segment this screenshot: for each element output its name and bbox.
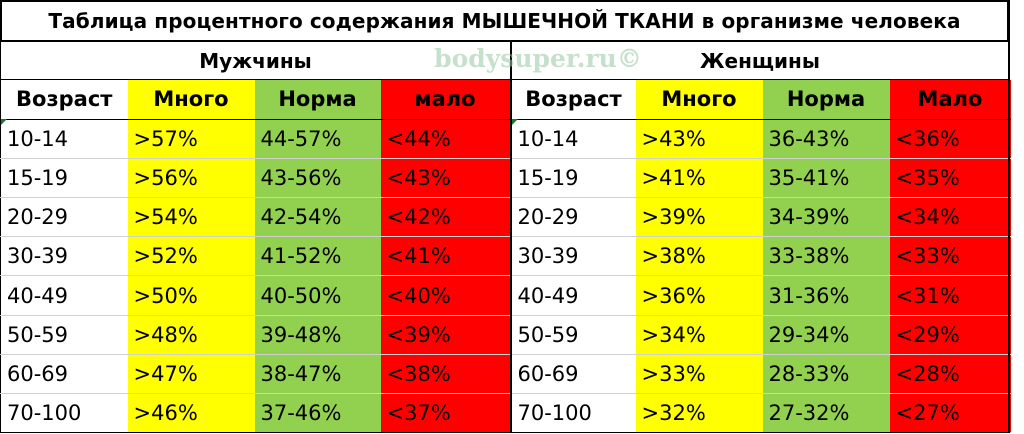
header-row: Возраст Много Норма мало Возраст Много Н… bbox=[0, 80, 1011, 120]
women-norm-cell: 27-32% bbox=[762, 393, 890, 434]
women-age-cell: 40-49 bbox=[509, 275, 636, 316]
men-low-cell: <40% bbox=[380, 275, 511, 316]
men-norm-cell: 43-56% bbox=[254, 158, 381, 199]
men-age-cell: 50-59 bbox=[0, 315, 128, 355]
men-age-cell: 70-100 bbox=[0, 393, 128, 434]
men-norm-cell: 42-54% bbox=[254, 197, 381, 238]
women-low-cell: <34% bbox=[889, 197, 1011, 238]
men-high-cell: >57% bbox=[127, 119, 255, 159]
men-norm-cell: 44-57% bbox=[254, 119, 381, 159]
women-low-cell: <28% bbox=[889, 354, 1011, 395]
women-high-cell: >36% bbox=[635, 275, 763, 316]
women-low-cell: <27% bbox=[889, 393, 1011, 434]
men-norm-cell: 38-47% bbox=[254, 354, 381, 395]
women-low-cell: <31% bbox=[889, 275, 1011, 316]
men-norm-cell: 39-48% bbox=[254, 315, 381, 355]
men-high-cell: >52% bbox=[127, 236, 255, 277]
men-low-cell: <43% bbox=[380, 158, 511, 199]
table-row: 50-59 >48% 39-48% <39% 50-59 >34% 29-34%… bbox=[0, 315, 1011, 355]
men-age-cell: 40-49 bbox=[0, 275, 128, 316]
women-group-header: Женщины bbox=[510, 42, 1008, 80]
men-high-header: Много bbox=[127, 80, 255, 120]
women-norm-cell: 36-43% bbox=[762, 119, 890, 159]
women-age-cell: 70-100 bbox=[509, 393, 636, 434]
table-row: 70-100 >46% 37-46% <37% 70-100 >32% 27-3… bbox=[0, 393, 1011, 434]
men-high-cell: >54% bbox=[127, 197, 255, 238]
men-norm-cell: 40-50% bbox=[254, 275, 381, 316]
women-age-cell: 10-14 bbox=[509, 119, 636, 159]
men-age-header: Возраст bbox=[0, 80, 128, 120]
men-group-label: Мужчины bbox=[199, 48, 312, 73]
men-low-cell: <37% bbox=[380, 393, 511, 434]
men-low-cell: <38% bbox=[380, 354, 511, 395]
men-low-cell: <44% bbox=[380, 119, 511, 159]
women-low-header: Мало bbox=[889, 80, 1011, 120]
women-low-cell: <29% bbox=[889, 315, 1011, 355]
women-age-cell: 30-39 bbox=[509, 236, 636, 277]
table-title: Таблица процентного содержания МЫШЕЧНОЙ … bbox=[0, 0, 1010, 42]
men-high-cell: >47% bbox=[127, 354, 255, 395]
women-group-label: Женщины bbox=[700, 48, 820, 73]
table-right-border bbox=[1008, 42, 1010, 432]
table-row: 30-39 >52% 41-52% <41% 30-39 >38% 33-38%… bbox=[0, 236, 1011, 277]
women-norm-header: Норма bbox=[762, 80, 890, 120]
women-low-cell: <35% bbox=[889, 158, 1011, 199]
women-low-cell: <33% bbox=[889, 236, 1011, 277]
table-bottom-border bbox=[0, 432, 1010, 433]
men-age-cell: 20-29 bbox=[0, 197, 128, 238]
table-row: 20-29 >54% 42-54% <42% 20-29 >39% 34-39%… bbox=[0, 197, 1011, 238]
women-norm-cell: 31-36% bbox=[762, 275, 890, 316]
women-high-cell: >41% bbox=[635, 158, 763, 199]
men-high-cell: >50% bbox=[127, 275, 255, 316]
table-row: 40-49 >50% 40-50% <40% 40-49 >36% 31-36%… bbox=[0, 275, 1011, 316]
women-age-cell: 15-19 bbox=[509, 158, 636, 199]
men-age-cell: 30-39 bbox=[0, 236, 128, 277]
women-high-cell: >34% bbox=[635, 315, 763, 355]
women-norm-cell: 28-33% bbox=[762, 354, 890, 395]
men-norm-header: Норма bbox=[254, 80, 381, 120]
women-high-cell: >39% bbox=[635, 197, 763, 238]
women-age-cell: 20-29 bbox=[509, 197, 636, 238]
table-row: 10-14 >57% 44-57% <44% 10-14 >43% 36-43%… bbox=[0, 119, 1011, 159]
women-high-cell: >32% bbox=[635, 393, 763, 434]
women-low-cell: <36% bbox=[889, 119, 1011, 159]
men-low-cell: <42% bbox=[380, 197, 511, 238]
women-high-cell: >33% bbox=[635, 354, 763, 395]
women-norm-cell: 34-39% bbox=[762, 197, 890, 238]
men-norm-cell: 41-52% bbox=[254, 236, 381, 277]
men-high-cell: >48% bbox=[127, 315, 255, 355]
men-age-cell: 60-69 bbox=[0, 354, 128, 395]
cell-marker-men bbox=[1, 119, 7, 125]
women-norm-cell: 33-38% bbox=[762, 236, 890, 277]
cell-marker-women bbox=[512, 119, 518, 125]
women-high-cell: >43% bbox=[635, 119, 763, 159]
men-low-header: мало bbox=[380, 80, 511, 120]
men-age-cell: 10-14 bbox=[0, 119, 128, 159]
women-age-header: Возраст bbox=[509, 80, 636, 120]
women-high-cell: >38% bbox=[635, 236, 763, 277]
women-norm-cell: 29-34% bbox=[762, 315, 890, 355]
men-high-cell: >46% bbox=[127, 393, 255, 434]
men-high-cell: >56% bbox=[127, 158, 255, 199]
men-low-cell: <39% bbox=[380, 315, 511, 355]
women-age-cell: 60-69 bbox=[509, 354, 636, 395]
women-high-header: Много bbox=[635, 80, 763, 120]
men-norm-cell: 37-46% bbox=[254, 393, 381, 434]
men-group-header: Мужчины bbox=[0, 42, 510, 80]
table-row: 15-19 >56% 43-56% <43% 15-19 >41% 35-41%… bbox=[0, 158, 1011, 199]
muscle-table: Возраст Много Норма мало Возраст Много Н… bbox=[0, 80, 1011, 434]
men-age-cell: 15-19 bbox=[0, 158, 128, 199]
men-low-cell: <41% bbox=[380, 236, 511, 277]
women-age-cell: 50-59 bbox=[509, 315, 636, 355]
women-norm-cell: 35-41% bbox=[762, 158, 890, 199]
table-row: 60-69 >47% 38-47% <38% 60-69 >33% 28-33%… bbox=[0, 354, 1011, 395]
